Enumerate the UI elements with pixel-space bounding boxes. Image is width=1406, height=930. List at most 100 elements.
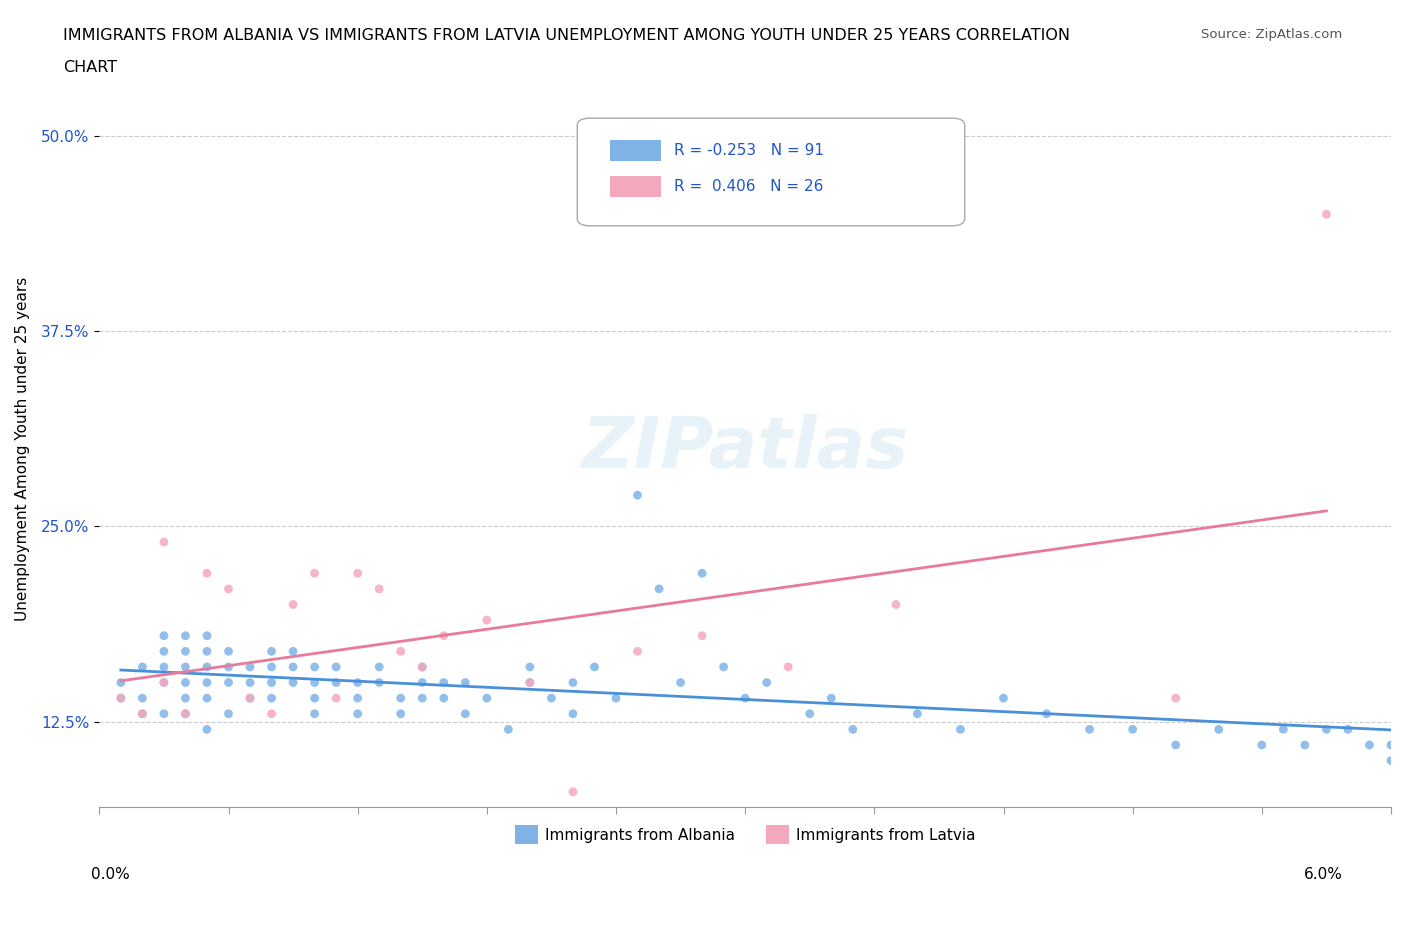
Point <box>561 706 583 721</box>
Point <box>174 706 197 721</box>
Point <box>153 644 176 658</box>
Point <box>260 644 283 658</box>
Bar <box>610 140 661 161</box>
Point <box>540 691 562 706</box>
Text: CHART: CHART <box>63 60 117 75</box>
Point <box>519 675 541 690</box>
Point <box>561 675 583 690</box>
Text: 0.0%: 0.0% <box>91 867 131 882</box>
Point <box>304 675 326 690</box>
Point <box>153 675 176 690</box>
Point <box>239 659 262 674</box>
Point <box>433 691 456 706</box>
Point <box>949 722 972 737</box>
Point <box>153 675 176 690</box>
Point <box>368 581 391 596</box>
Point <box>669 675 692 690</box>
Point <box>475 613 498 628</box>
Point <box>1315 722 1337 737</box>
Point <box>325 691 347 706</box>
Point <box>605 691 627 706</box>
Bar <box>610 176 661 197</box>
Point <box>304 659 326 674</box>
Point <box>626 488 648 503</box>
Point <box>281 597 304 612</box>
Point <box>304 565 326 580</box>
Point <box>433 675 456 690</box>
Point <box>174 691 197 706</box>
Point <box>281 644 304 658</box>
Point <box>1337 722 1360 737</box>
FancyBboxPatch shape <box>578 118 965 226</box>
Point <box>260 706 283 721</box>
Point <box>1358 737 1381 752</box>
Point <box>368 659 391 674</box>
Point <box>905 706 928 721</box>
Point <box>218 675 240 690</box>
Point <box>1208 722 1230 737</box>
Point <box>1164 691 1187 706</box>
Point <box>690 565 713 580</box>
Point <box>110 691 132 706</box>
Point <box>498 722 520 737</box>
Point <box>454 675 477 690</box>
Point <box>195 722 218 737</box>
Point <box>346 565 368 580</box>
Point <box>368 675 391 690</box>
Point <box>1379 753 1402 768</box>
Point <box>153 535 176 550</box>
Point <box>1294 737 1316 752</box>
Point <box>1035 706 1057 721</box>
Point <box>174 706 197 721</box>
Point <box>195 644 218 658</box>
Point <box>239 675 262 690</box>
Point <box>993 691 1015 706</box>
Point <box>131 691 153 706</box>
Point <box>195 675 218 690</box>
Point <box>174 675 197 690</box>
Point <box>411 691 433 706</box>
Point <box>281 659 304 674</box>
Point <box>260 691 283 706</box>
Y-axis label: Unemployment Among Youth under 25 years: Unemployment Among Youth under 25 years <box>15 276 30 620</box>
Point <box>195 565 218 580</box>
Point <box>690 629 713 644</box>
Point <box>131 659 153 674</box>
Point <box>218 581 240 596</box>
Point <box>325 659 347 674</box>
Text: Source: ZipAtlas.com: Source: ZipAtlas.com <box>1202 28 1343 41</box>
Point <box>583 659 606 674</box>
Text: R = -0.253   N = 91: R = -0.253 N = 91 <box>673 143 824 158</box>
Point <box>218 644 240 658</box>
Point <box>475 691 498 706</box>
Point <box>389 706 412 721</box>
Text: IMMIGRANTS FROM ALBANIA VS IMMIGRANTS FROM LATVIA UNEMPLOYMENT AMONG YOUTH UNDER: IMMIGRANTS FROM ALBANIA VS IMMIGRANTS FR… <box>63 28 1070 43</box>
Point <box>433 629 456 644</box>
Point <box>799 706 821 721</box>
Point <box>218 706 240 721</box>
Point <box>153 706 176 721</box>
Point <box>174 644 197 658</box>
Point <box>411 675 433 690</box>
Point <box>389 691 412 706</box>
Point <box>755 675 778 690</box>
Point <box>218 659 240 674</box>
Point <box>174 659 197 674</box>
Point <box>778 659 800 674</box>
Point <box>884 597 907 612</box>
Point <box>411 659 433 674</box>
Point <box>346 691 368 706</box>
Point <box>260 675 283 690</box>
Point <box>648 581 671 596</box>
Point <box>1315 206 1337 221</box>
Point <box>519 675 541 690</box>
Point <box>1164 737 1187 752</box>
Point <box>713 659 735 674</box>
Point <box>325 675 347 690</box>
Point <box>626 644 648 658</box>
Point <box>519 659 541 674</box>
Point <box>174 629 197 644</box>
Text: R =  0.406   N = 26: R = 0.406 N = 26 <box>673 179 824 193</box>
Point <box>260 659 283 674</box>
Point <box>110 691 132 706</box>
